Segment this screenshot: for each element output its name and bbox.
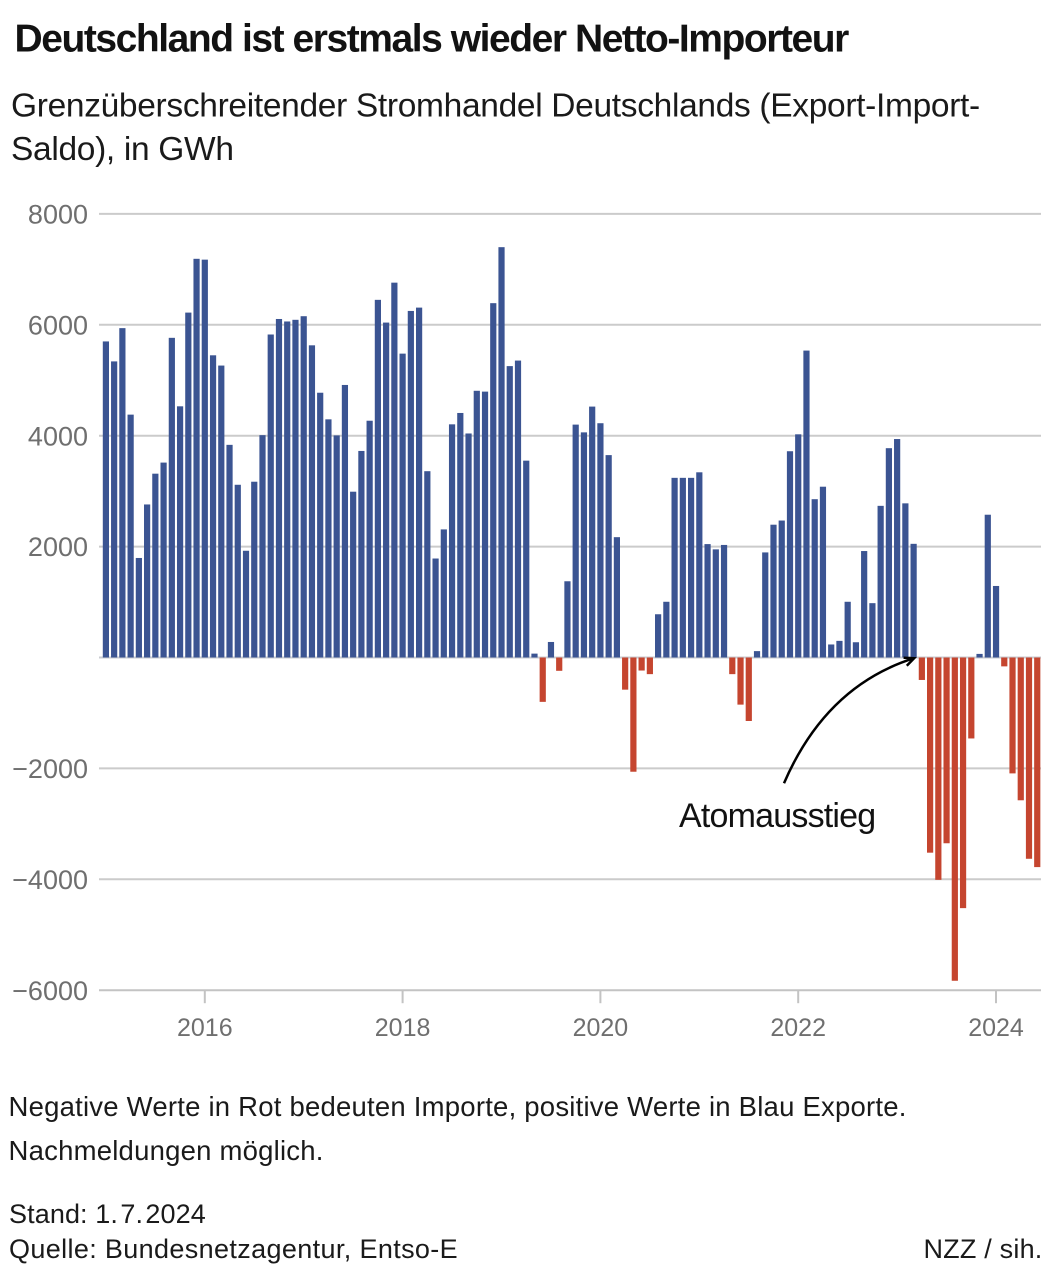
- svg-text:−2000: −2000: [12, 754, 88, 784]
- svg-text:Stand: 1. 7. 2024: Stand: 1. 7. 2024: [9, 1199, 206, 1229]
- svg-text:2022: 2022: [770, 1014, 826, 1042]
- svg-text:6000: 6000: [28, 310, 88, 340]
- svg-text:Grenzüberschreitender Stromhan: Grenzüberschreitender Stromhandel Deutsc…: [11, 87, 980, 124]
- svg-text:8000: 8000: [28, 200, 88, 230]
- svg-text:2020: 2020: [573, 1014, 629, 1042]
- svg-text:4000: 4000: [28, 421, 88, 451]
- svg-text:Negative Werte in Rot bedeuten: Negative Werte in Rot bedeuten Importe, …: [9, 1091, 907, 1122]
- svg-text:2018: 2018: [375, 1014, 431, 1042]
- svg-text:−6000: −6000: [12, 976, 88, 1006]
- svg-text:Deutschland ist erstmals wiede: Deutschland ist erstmals wieder Netto-Im…: [15, 17, 850, 60]
- svg-text:Nachmeldungen möglich.: Nachmeldungen möglich.: [9, 1135, 324, 1166]
- svg-text:2024: 2024: [968, 1014, 1024, 1042]
- svg-text:2000: 2000: [28, 532, 88, 562]
- svg-text:NZZ / sih.: NZZ / sih.: [923, 1234, 1042, 1264]
- svg-text:Quelle: Bundesnetzagentur, Ent: Quelle: Bundesnetzagentur, Entso-E: [9, 1234, 458, 1264]
- svg-text:−4000: −4000: [12, 865, 88, 895]
- svg-text:Atomausstieg: Atomausstieg: [679, 797, 875, 835]
- svg-text:Saldo), in GWh: Saldo), in GWh: [11, 131, 234, 168]
- svg-text:2016: 2016: [177, 1014, 233, 1042]
